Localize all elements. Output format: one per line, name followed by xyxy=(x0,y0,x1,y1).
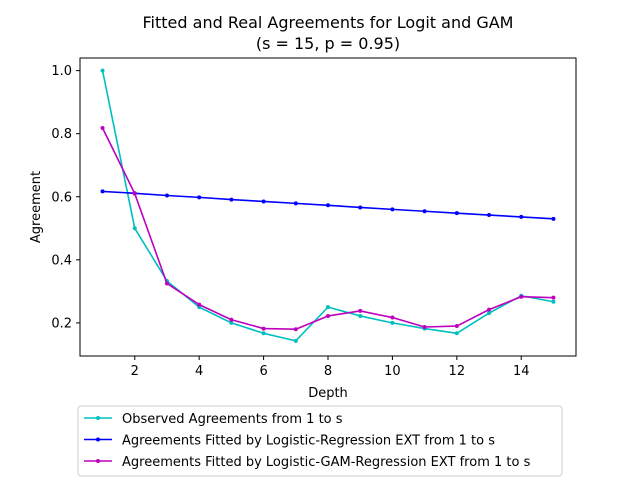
data-point xyxy=(100,68,105,73)
chart-title: Fitted and Real Agreements for Logit and… xyxy=(143,13,514,32)
series-line xyxy=(101,127,554,331)
data-point xyxy=(358,308,363,313)
legend-label: Observed Agreements from 1 to s xyxy=(122,412,343,427)
chart-subtitle: (s = 15, p = 0.95) xyxy=(256,34,400,53)
y-tick-label: 0.4 xyxy=(51,253,72,268)
data-point xyxy=(487,311,492,316)
legend-box xyxy=(77,405,563,477)
data-point xyxy=(229,320,234,325)
series-2 xyxy=(100,189,556,221)
y-axis-label: Agreement xyxy=(29,171,44,243)
data-point xyxy=(422,209,427,214)
y-tick-label: 0.6 xyxy=(51,190,72,205)
y-tick-label: 0.2 xyxy=(51,316,72,331)
data-point xyxy=(326,305,330,310)
data-point xyxy=(390,315,395,320)
data-point xyxy=(164,281,169,286)
legend-label: Agreements Fitted by Logistic-Regression… xyxy=(122,434,495,449)
x-tick-label: 8 xyxy=(324,364,332,379)
data-point xyxy=(132,226,137,231)
legend-label: Agreements Fitted by Logistic-GAM-Regres… xyxy=(122,455,531,470)
data-point xyxy=(551,216,556,221)
data-point xyxy=(132,191,137,196)
x-tick-label: 10 xyxy=(384,364,401,379)
plot-area: 2 4 6 8 10 12 14 0.2 0.4 0.6 0.8 1.0 xyxy=(51,57,577,379)
x-tick-label: 12 xyxy=(449,364,466,379)
data-point xyxy=(390,320,395,325)
series-layer xyxy=(100,68,556,343)
x-axis: 2 4 6 8 10 12 14 xyxy=(131,356,530,379)
x-tick-label: 6 xyxy=(259,364,267,379)
data-point xyxy=(229,317,234,322)
x-tick-label: 2 xyxy=(131,364,139,379)
y-axis: 0.2 0.4 0.6 0.8 1.0 xyxy=(51,64,80,331)
y-tick-label: 0.8 xyxy=(51,127,72,142)
data-point xyxy=(197,195,202,200)
x-tick-label: 4 xyxy=(195,364,203,379)
data-point xyxy=(551,299,556,304)
legend-marker xyxy=(96,416,100,420)
data-point xyxy=(100,126,105,131)
data-point xyxy=(358,313,363,318)
data-point xyxy=(164,193,169,198)
data-point xyxy=(261,326,266,331)
x-tick-label: 14 xyxy=(513,364,530,379)
data-point xyxy=(293,201,298,206)
data-point xyxy=(519,294,524,299)
data-point xyxy=(326,313,330,318)
legend-entry: Agreements Fitted by Logistic-Regression… xyxy=(84,434,495,449)
legend: Observed Agreements from 1 to s Agreement… xyxy=(77,405,563,477)
data-point xyxy=(358,205,363,210)
data-point xyxy=(422,324,427,329)
data-point xyxy=(261,331,266,336)
data-point xyxy=(454,324,459,329)
y-tick-label: 1.0 xyxy=(51,64,72,79)
data-point xyxy=(293,338,298,343)
data-point xyxy=(551,295,556,300)
x-axis-label: Depth xyxy=(308,386,348,401)
legend-marker xyxy=(96,459,100,463)
legend-marker xyxy=(96,437,100,442)
data-point xyxy=(454,331,459,336)
data-point xyxy=(293,327,298,332)
data-point xyxy=(261,199,266,204)
data-point xyxy=(326,203,330,208)
data-point xyxy=(519,214,524,219)
series-3 xyxy=(100,126,556,332)
legend-entry: Agreements Fitted by Logistic-GAM-Regres… xyxy=(84,455,531,470)
data-point xyxy=(229,197,234,202)
data-point xyxy=(197,302,202,307)
data-point xyxy=(100,189,105,194)
data-point xyxy=(487,307,492,312)
data-point xyxy=(390,207,395,212)
data-point xyxy=(487,213,492,218)
data-point xyxy=(454,211,459,216)
legend-entry: Observed Agreements from 1 to s xyxy=(84,412,343,427)
